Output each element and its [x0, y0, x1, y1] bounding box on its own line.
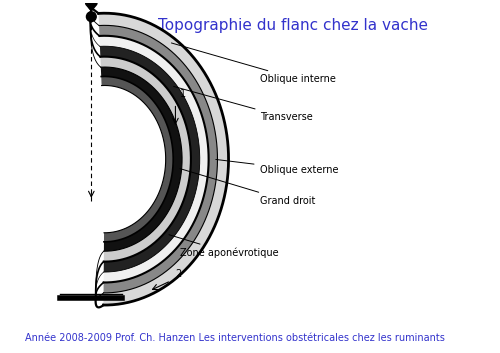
Polygon shape	[100, 36, 208, 282]
Text: Topographie du flanc chez la vache: Topographie du flanc chez la vache	[158, 18, 428, 34]
Ellipse shape	[86, 12, 96, 22]
Polygon shape	[84, 0, 100, 11]
Text: Transverse: Transverse	[174, 86, 312, 122]
Polygon shape	[100, 46, 200, 272]
Text: Oblique interne: Oblique interne	[172, 43, 336, 84]
Text: 1: 1	[180, 89, 186, 98]
Polygon shape	[98, 13, 228, 305]
Text: Oblique externe: Oblique externe	[216, 160, 338, 174]
Text: Grand droit: Grand droit	[180, 169, 315, 206]
Text: Année 2008-2009 Prof. Ch. Hanzen Les interventions obstétricales chez les rumina: Année 2008-2009 Prof. Ch. Hanzen Les int…	[25, 333, 445, 343]
Text: 2: 2	[176, 269, 182, 279]
Polygon shape	[99, 25, 218, 293]
Text: Zone aponévrotique: Zone aponévrotique	[169, 235, 278, 258]
Polygon shape	[100, 56, 191, 262]
Polygon shape	[101, 77, 173, 242]
Polygon shape	[101, 67, 182, 251]
